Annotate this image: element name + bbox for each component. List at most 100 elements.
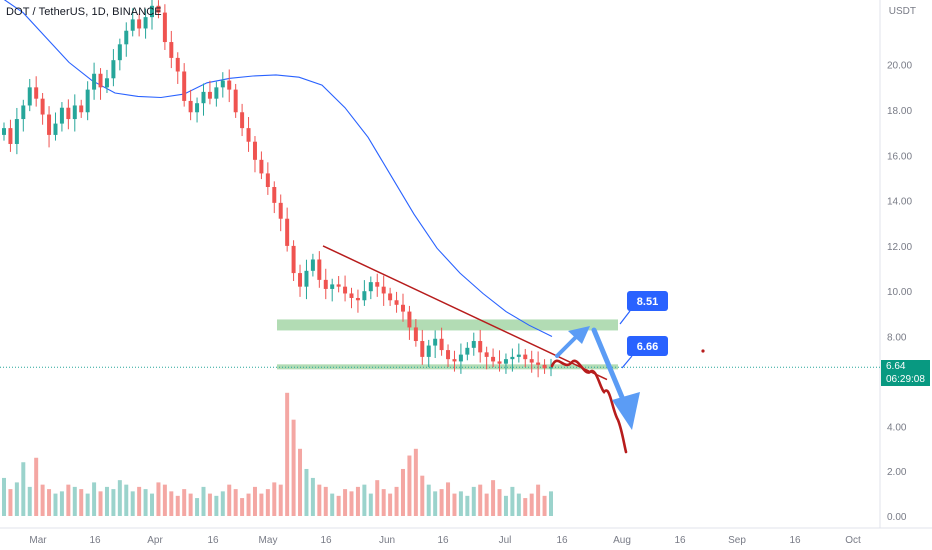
time-tick-label: Jul [499, 535, 512, 546]
price-tick-label: 10.00 [887, 287, 912, 298]
candle [452, 359, 457, 362]
candle [439, 338, 444, 351]
volume-bar [407, 455, 412, 516]
volume-bar [420, 475, 425, 516]
time-tick-label: 16 [556, 535, 568, 546]
candle [407, 311, 412, 328]
candle [465, 347, 470, 355]
candle [137, 19, 142, 29]
candle [503, 359, 508, 364]
time-tick-label: Mar [29, 535, 47, 546]
volume-bar [130, 491, 135, 516]
candle [542, 364, 547, 369]
price-tick-label: 14.00 [887, 197, 912, 208]
time-tick-label: 16 [789, 535, 801, 546]
volume-bar [252, 486, 257, 516]
volume-bar [79, 489, 84, 516]
candle [2, 128, 6, 135]
candle [85, 89, 90, 113]
volume-bar [291, 419, 296, 516]
volume-bar [143, 489, 148, 516]
candle [497, 361, 502, 364]
volume-bar [465, 495, 470, 516]
volume-bar [336, 495, 341, 516]
candle [175, 57, 180, 72]
volume-bar [233, 489, 238, 516]
time-tick-label: Apr [147, 535, 163, 546]
candle [182, 71, 187, 101]
volume-bar [117, 480, 122, 516]
candle [143, 17, 148, 29]
candle [79, 105, 84, 113]
volume-bar [227, 484, 232, 516]
candle [162, 12, 167, 43]
candle [104, 78, 109, 88]
volume-bar [111, 489, 116, 516]
price-tick-label: 20.00 [887, 61, 912, 72]
candle [471, 341, 476, 348]
candle [98, 73, 103, 88]
volume-bar [413, 448, 418, 516]
volume-bar [491, 480, 496, 516]
volume-bar [310, 477, 315, 516]
volume-bar [124, 484, 129, 516]
volume-bar [523, 498, 528, 516]
price-callout-label: 6.66 [637, 341, 658, 353]
volume-bar [343, 489, 348, 516]
volume-bar [188, 493, 193, 516]
candle [420, 341, 425, 357]
volume-bar [529, 493, 534, 516]
candle [259, 159, 264, 174]
volume-bar [240, 498, 245, 516]
candle [446, 350, 451, 360]
candle [291, 245, 296, 274]
resistance-zone [277, 319, 618, 331]
candle [381, 286, 386, 294]
volume-bar [182, 489, 187, 516]
volume-bar [265, 489, 270, 516]
volume-bar [207, 493, 212, 516]
volume-bar [40, 484, 45, 516]
volume-bar [439, 489, 444, 516]
candle [343, 286, 348, 294]
currency-label: USDT [888, 6, 916, 17]
candle [362, 291, 367, 301]
candle [92, 73, 97, 90]
candle [207, 91, 212, 99]
candle [265, 173, 270, 188]
volume-bar [549, 491, 553, 516]
volume-bar [426, 484, 431, 516]
candle [523, 354, 528, 360]
volume-bar [330, 493, 335, 516]
candle [330, 284, 335, 289]
countdown-badge: 06:29:08 [881, 373, 930, 386]
candle [246, 128, 251, 142]
volume-bar [156, 482, 161, 516]
volume-bar [34, 457, 39, 516]
volume-bar [66, 484, 71, 516]
volume-bar [285, 392, 290, 516]
candle [214, 87, 219, 99]
price-tick-label: 8.00 [887, 333, 907, 344]
volume-bar [98, 491, 103, 516]
candle [285, 218, 290, 246]
volume-bar [92, 482, 97, 516]
volume-bar [304, 468, 309, 516]
candle [549, 367, 553, 369]
candle [150, 5, 155, 18]
volume-bar [503, 495, 508, 516]
volume-bar [375, 480, 380, 516]
candle [426, 345, 431, 357]
volume-tick-label: 0.00 [887, 512, 907, 523]
candle [124, 30, 129, 45]
price-callout-label: 8.51 [637, 296, 658, 308]
volume-bar [317, 484, 322, 516]
candle [53, 123, 58, 135]
volume-bar [542, 495, 547, 516]
candle [272, 187, 277, 203]
moving-average-line [3, 0, 553, 337]
candle [240, 112, 245, 129]
price-tick-label: 18.00 [887, 106, 912, 117]
